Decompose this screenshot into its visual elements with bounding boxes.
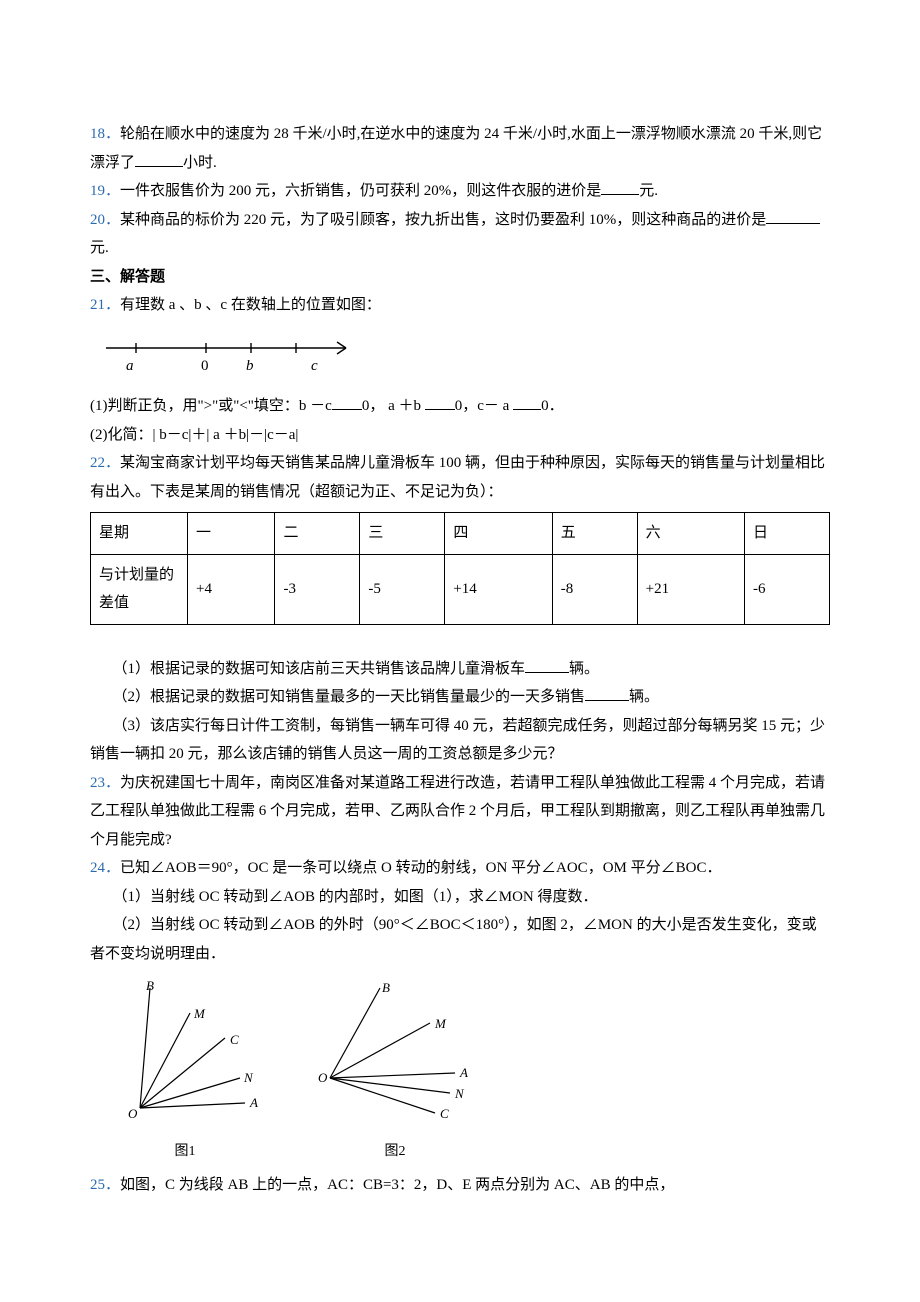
svg-text:B: B [146, 978, 154, 993]
value-cell: -5 [360, 554, 445, 624]
q22-part2: （2）根据记录的数据可知销售量最多的一天比销售量最少的一天多销售 辆。 [90, 683, 830, 712]
day-cell: 四 [445, 513, 552, 555]
svg-text:M: M [193, 1006, 206, 1021]
svg-text:B: B [382, 980, 390, 995]
q20-text-b: 元. [90, 240, 109, 256]
svg-text:A: A [249, 1095, 258, 1110]
svg-text:b: b [246, 358, 254, 374]
qnum-23: 23． [90, 775, 120, 791]
q24-text: 已知∠AOB＝90°，OC 是一条可以绕点 O 转动的射线，ON 平分∠AOC，… [120, 860, 721, 876]
q21-p1-a: (1)判断正负，用">"或"<"填空：b －c [90, 398, 332, 414]
svg-text:N: N [243, 1070, 254, 1085]
number-line-svg: a 0 b c [96, 328, 356, 378]
q22-p2-b: 辆。 [629, 689, 659, 705]
q21-p1-b: 0， a ＋b [362, 398, 425, 414]
q21-p1-c: 0，c－ a [455, 398, 513, 414]
q22-blank2 [585, 685, 629, 701]
q21-blank2 [425, 394, 455, 410]
q20-text-a: 某种商品的标价为 220 元，为了吸引顾客，按九折出售，这时仍要盈利 10%，则… [120, 212, 766, 228]
q18-text-b: 小时. [183, 155, 217, 171]
day-cell: 二 [275, 513, 360, 555]
question-25: 25．如图，C 为线段 AB 上的一点，AC：CB=3：2，D、E 两点分别为 … [90, 1171, 830, 1200]
svg-text:O: O [128, 1106, 138, 1121]
q21-blank3 [513, 394, 541, 410]
figure-1-wrap: B M C NA O 图1 [110, 978, 260, 1165]
fig2-label: 图2 [310, 1139, 480, 1166]
q24-part1: （1）当射线 OC 转动到∠AOB 的内部时，如图（1），求∠MON 得度数． [90, 883, 830, 912]
value-cell: +14 [445, 554, 552, 624]
qnum-18: 18． [90, 126, 120, 142]
sales-table: 星期 一 二 三 四 五 六 日 与计划量的差值 +4 -3 -5 +14 -8… [90, 512, 830, 625]
section-3-title: 三、解答题 [90, 263, 830, 292]
q21-blank1 [332, 394, 362, 410]
question-24: 24．已知∠AOB＝90°，OC 是一条可以绕点 O 转动的射线，ON 平分∠A… [90, 854, 830, 883]
value-cell: -6 [745, 554, 830, 624]
q23-text: 为庆祝建国七十周年，南岗区准备对某道路工程进行改造，若请甲工程队单独做此工程需 … [90, 775, 825, 848]
svg-text:C: C [440, 1106, 449, 1121]
exam-page: 18．轮船在顺水中的速度为 28 千米/小时,在逆水中的速度为 24 千米/小时… [0, 0, 920, 1260]
q22-p1-b: 辆。 [569, 661, 599, 677]
qnum-21: 21． [90, 297, 120, 313]
day-cell: 六 [637, 513, 744, 555]
qnum-22: 22． [90, 455, 120, 471]
row1-head: 星期 [91, 513, 188, 555]
qnum-25: 25． [90, 1177, 120, 1193]
q24-figures: BMCNAO 图1 BMANCO 图2 [110, 978, 830, 1165]
qnum-24: 24． [90, 860, 120, 876]
svg-text:c: c [311, 358, 318, 374]
q25-text: 如图，C 为线段 AB 上的一点，AC：CB=3：2，D、E 两点分别为 AC、… [120, 1177, 674, 1193]
q22-part3: （3）该店实行每日计件工资制，每销售一辆车可得 40 元，若超额完成任务，则超过… [90, 712, 830, 769]
qnum-20: 20． [90, 212, 120, 228]
value-cell: +21 [637, 554, 744, 624]
q20-blank [766, 208, 820, 224]
qnum-19: 19． [90, 183, 120, 199]
row2-head: 与计划量的差值 [91, 554, 188, 624]
table-row: 星期 一 二 三 四 五 六 日 [91, 513, 830, 555]
number-line-figure: a 0 b c [96, 328, 830, 389]
q22-part1: （1）根据记录的数据可知该店前三天共销售该品牌儿童滑板车 辆。 [90, 655, 830, 684]
figure-2-wrap: B M ANC O 图2 [310, 978, 480, 1165]
figure-1-svg: B M C NA O [110, 978, 260, 1128]
value-cell: -8 [552, 554, 637, 624]
q19-text-a: 一件衣服售价为 200 元，六折销售，仍可获利 20%，则这件衣服的进价是 [120, 183, 601, 199]
q19-blank [601, 179, 639, 195]
q21-p1-d: 0． [541, 398, 564, 414]
question-20: 20．某种商品的标价为 220 元，为了吸引顾客，按九折出售，这时仍要盈利 10… [90, 206, 830, 263]
svg-text:M: M [434, 1016, 447, 1031]
svg-text:N: N [454, 1086, 465, 1101]
svg-text:O: O [318, 1070, 328, 1085]
value-cell: +4 [188, 554, 275, 624]
question-23: 23．为庆祝建国七十周年，南岗区准备对某道路工程进行改造，若请甲工程队单独做此工… [90, 769, 830, 855]
svg-text:C: C [230, 1032, 239, 1047]
q18-blank [135, 151, 183, 167]
svg-text:A: A [459, 1065, 468, 1080]
question-21: 21．有理数 a 、b 、c 在数轴上的位置如图： [90, 291, 830, 320]
q22-p1-a: （1）根据记录的数据可知该店前三天共销售该品牌儿童滑板车 [113, 661, 526, 677]
q22-blank1 [525, 657, 569, 673]
q21-text: 有理数 a 、b 、c 在数轴上的位置如图： [120, 297, 381, 313]
svg-text:a: a [126, 358, 134, 374]
day-cell: 五 [552, 513, 637, 555]
q19-text-b: 元. [639, 183, 658, 199]
question-18: 18．轮船在顺水中的速度为 28 千米/小时,在逆水中的速度为 24 千米/小时… [90, 120, 830, 177]
table-row: 与计划量的差值 +4 -3 -5 +14 -8 +21 -6 [91, 554, 830, 624]
q21-part2: (2)化简：| b－c|＋| a ＋b|－|c－a| [90, 421, 830, 450]
q21-part1: (1)判断正负，用">"或"<"填空：b －c 0， a ＋b 0，c－ a 0． [90, 392, 830, 421]
q22-text: 某淘宝商家计划平均每天销售某品牌儿童滑板车 100 辆，但由于种种原因，实际每天… [90, 455, 825, 500]
fig1-label: 图1 [110, 1139, 260, 1166]
day-cell: 一 [188, 513, 275, 555]
svg-text:0: 0 [201, 358, 209, 374]
figure-2-svg: B M ANC O [310, 978, 480, 1128]
q24-part2: （2）当射线 OC 转动到∠AOB 的外时（90°＜∠BOC＜180°），如图 … [90, 911, 830, 968]
day-cell: 日 [745, 513, 830, 555]
day-cell: 三 [360, 513, 445, 555]
question-22: 22．某淘宝商家计划平均每天销售某品牌儿童滑板车 100 辆，但由于种种原因，实… [90, 449, 830, 506]
question-19: 19．一件衣服售价为 200 元，六折销售，仍可获利 20%，则这件衣服的进价是… [90, 177, 830, 206]
q22-p2-a: （2）根据记录的数据可知销售量最多的一天比销售量最少的一天多销售 [113, 689, 586, 705]
value-cell: -3 [275, 554, 360, 624]
